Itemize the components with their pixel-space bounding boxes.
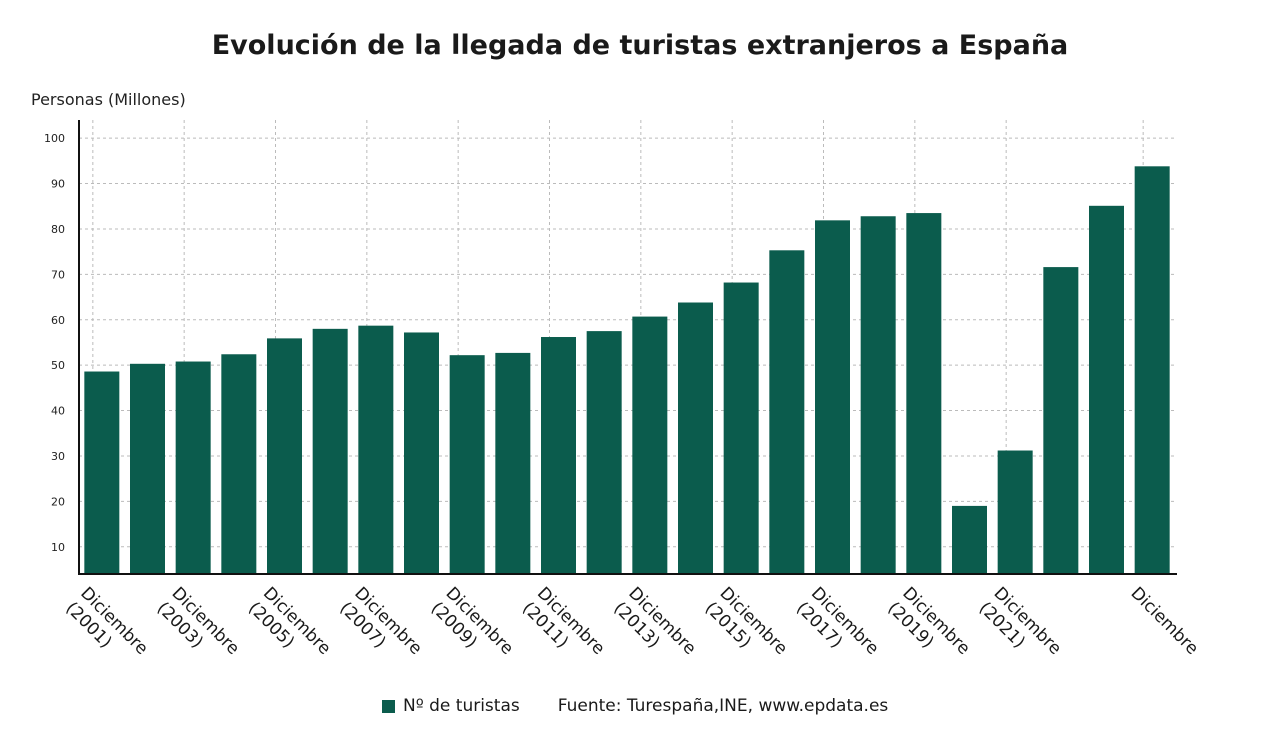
bar-2013 — [632, 316, 668, 574]
y-tick-layer: 10 20 30 40 50 60 70 80 90 100 — [44, 132, 65, 554]
bar-2018 — [860, 216, 896, 575]
bar-2012 — [586, 331, 622, 574]
x-label-layer: Diciembre(2001) Diciembre(2003) Diciembre(… — [61, 583, 1203, 673]
source-text: Fuente: Turespaña,INE, www.epdata.es — [557, 696, 889, 716]
y-tick-label: 80 — [51, 223, 65, 236]
bar-2011 — [541, 337, 576, 574]
legend-label: Nº de turistas — [403, 696, 520, 716]
y-tick-label: 60 — [51, 314, 65, 327]
bar-2015 — [723, 282, 759, 574]
x-tick-label: Diciembre(2005) — [244, 583, 334, 673]
bar-2020 — [952, 505, 987, 574]
x-tick-label: Diciembre(2001) — [61, 583, 151, 673]
y-tick-label: 20 — [51, 495, 65, 508]
x-tick-label: Diciembre(2003) — [153, 583, 243, 673]
chart-title: Evolución de la llegada de turistas extr… — [211, 30, 1069, 61]
bar-2003 — [175, 361, 211, 574]
bar-2007 — [358, 325, 394, 574]
bar-2004 — [221, 354, 257, 574]
y-tick-label: 30 — [51, 450, 65, 463]
y-tick-label: 100 — [44, 132, 65, 145]
bar-2014 — [678, 302, 713, 574]
bar-2017 — [815, 220, 850, 575]
bar-2024 — [1134, 166, 1170, 575]
x-tick-label: Diciembre(2013) — [609, 583, 699, 673]
y-tick-label: 50 — [51, 359, 65, 372]
bar-2006 — [312, 328, 348, 574]
bar-2009 — [449, 355, 485, 574]
y-tick-label: 10 — [51, 541, 65, 554]
bar-2010 — [495, 352, 531, 574]
y-tick-label: 40 — [51, 405, 65, 418]
bar-2002 — [130, 363, 165, 574]
x-tick-label: Diciembre(2007) — [335, 583, 425, 673]
bar-2001 — [84, 371, 120, 574]
bar-2023 — [1089, 205, 1124, 574]
x-tick-label: Diciembre(2011) — [518, 583, 608, 673]
x-tick-label: Diciembre(2009) — [427, 583, 517, 673]
bar-2016 — [769, 250, 805, 574]
x-tick-label: Diciembre — [1127, 583, 1203, 659]
legend-swatch — [382, 699, 395, 713]
bar-2019 — [906, 213, 942, 574]
x-tick-label: Diciembre(2017) — [792, 583, 882, 673]
legend: Nº de turistas Fuente: Turespaña,INE, ww… — [382, 694, 888, 718]
bars-layer — [84, 166, 1170, 575]
y-tick-label: 70 — [51, 268, 65, 281]
bar-2008 — [404, 332, 439, 574]
x-tick-label: Diciembre(2015) — [701, 583, 791, 673]
x-tick-label: Diciembre(2021) — [975, 583, 1065, 673]
bar-2005 — [267, 338, 302, 574]
y-axis-label: Personas (Millones) — [31, 90, 186, 109]
bar-2022 — [1043, 267, 1079, 574]
axis-layer — [78, 120, 1177, 575]
x-tick-label: Diciembre(2019) — [883, 583, 973, 673]
y-tick-label: 90 — [51, 178, 65, 191]
bar-2021 — [997, 450, 1033, 574]
x-tick-label-line: Diciembre — [1127, 583, 1203, 659]
